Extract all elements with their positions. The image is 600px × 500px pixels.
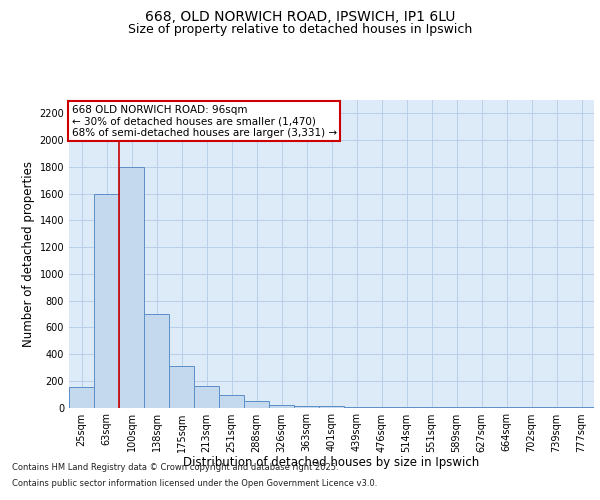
Text: Contains HM Land Registry data © Crown copyright and database right 2025.: Contains HM Land Registry data © Crown c…: [12, 464, 338, 472]
Bar: [194, 386, 219, 407]
Text: Size of property relative to detached houses in Ipswich: Size of property relative to detached ho…: [128, 22, 472, 36]
Bar: [94, 194, 119, 408]
X-axis label: Distribution of detached houses by size in Ipswich: Distribution of detached houses by size …: [184, 456, 479, 469]
Bar: [319, 406, 344, 408]
Text: 668, OLD NORWICH ROAD, IPSWICH, IP1 6LU: 668, OLD NORWICH ROAD, IPSWICH, IP1 6LU: [145, 10, 455, 24]
Bar: [69, 388, 94, 407]
Text: Contains public sector information licensed under the Open Government Licence v3: Contains public sector information licen…: [12, 478, 377, 488]
Bar: [169, 366, 194, 408]
Bar: [119, 167, 144, 408]
Bar: [144, 314, 169, 408]
Bar: [269, 405, 294, 407]
Bar: [244, 401, 269, 407]
Bar: [219, 396, 244, 407]
Y-axis label: Number of detached properties: Number of detached properties: [22, 161, 35, 347]
Text: 668 OLD NORWICH ROAD: 96sqm
← 30% of detached houses are smaller (1,470)
68% of : 668 OLD NORWICH ROAD: 96sqm ← 30% of det…: [71, 104, 337, 138]
Bar: [344, 407, 369, 408]
Bar: [294, 406, 319, 407]
